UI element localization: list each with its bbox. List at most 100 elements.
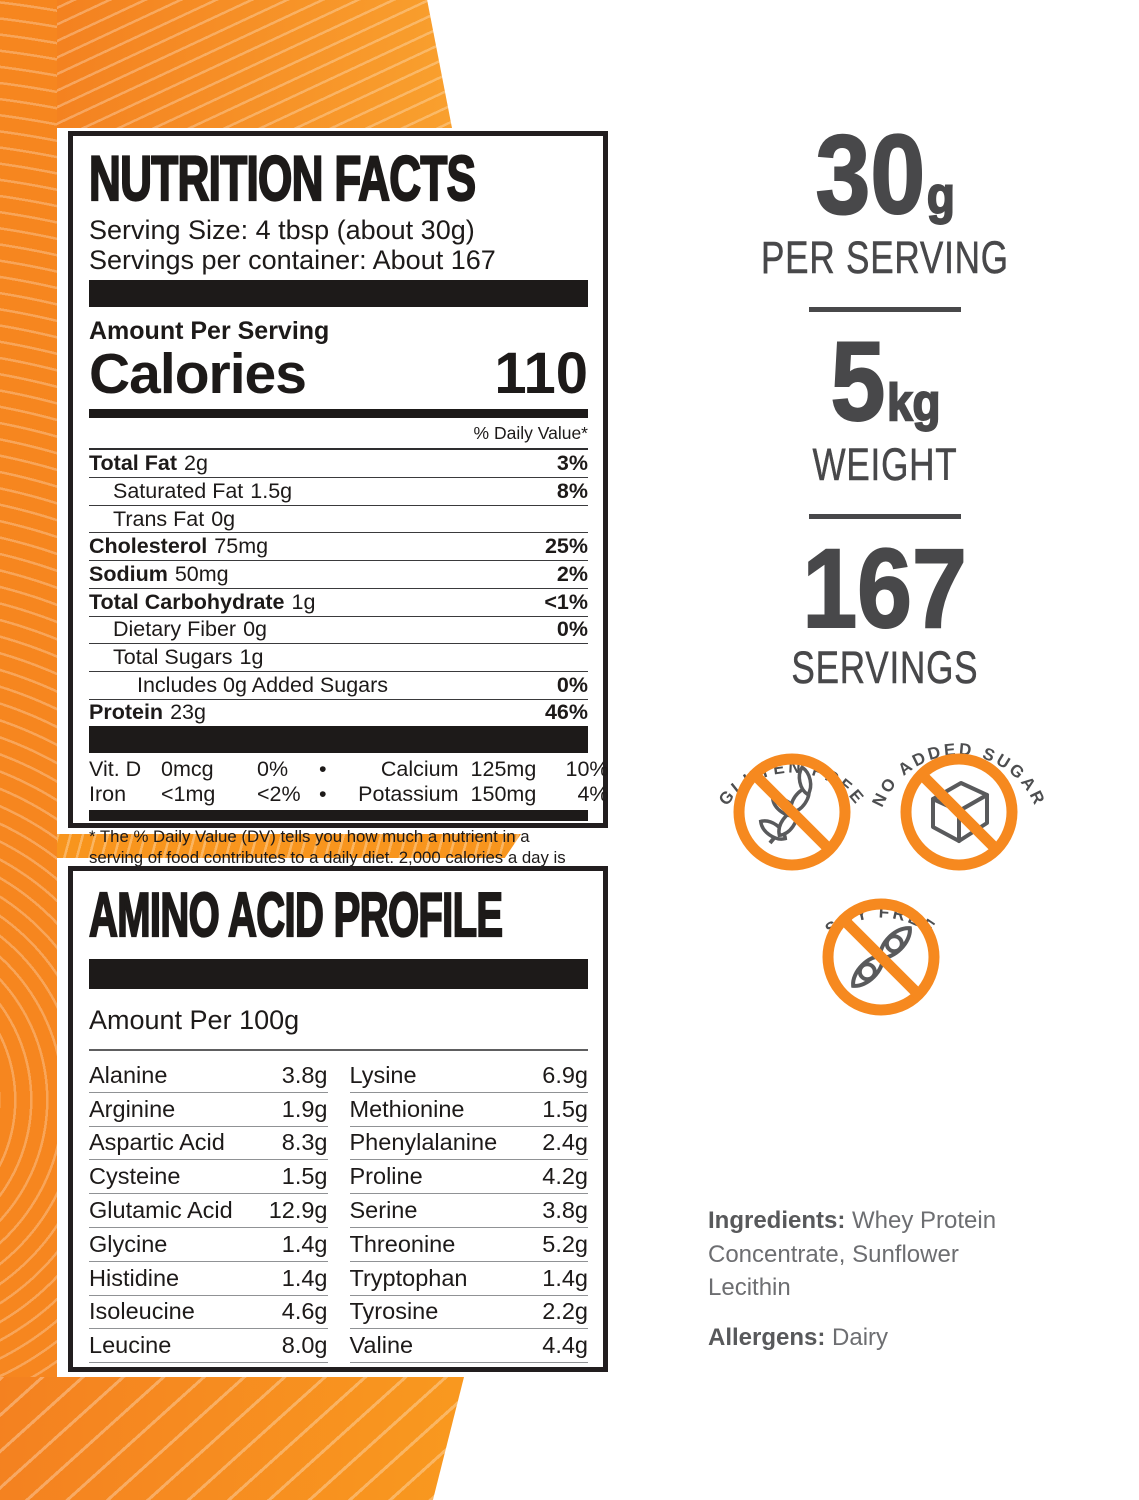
orange-left-strip [0, 0, 57, 1500]
prohibition-slash [839, 915, 923, 999]
micro-dv: 10% [565, 757, 609, 782]
micro-dv: <2% [257, 782, 301, 807]
amino-name: Lysine [349, 1061, 417, 1088]
amino-row: Tyrosine 2.2g [349, 1296, 588, 1330]
nutrient-dv: 0% [556, 672, 588, 697]
ingredients-text: Whey Protein Concentrate, Sunflower Leci… [708, 1207, 997, 1302]
nutrient-amount: 50mg [174, 561, 229, 586]
prohibition-ring [900, 753, 1018, 871]
nutrient-name: Cholesterol [89, 534, 208, 559]
nutrient-dv: 25% [544, 534, 588, 559]
amino-value: 4.6g [281, 1298, 328, 1325]
amino-row: Alanine 3.8g [89, 1059, 328, 1093]
amino-row: Phenylalanine 2.4g [349, 1127, 588, 1161]
stat-divider [809, 307, 961, 312]
amino-row: Glutamic Acid 12.9g [89, 1194, 328, 1228]
amino-name: Leucine [89, 1332, 172, 1359]
amino-row: Methionine 1.5g [349, 1093, 588, 1127]
amino-value: 3.8g [281, 1061, 328, 1088]
bullet-separator: • [319, 757, 327, 782]
nutrient-dv: 46% [544, 700, 588, 725]
amino-row: Aspartic Acid 8.3g [89, 1127, 328, 1161]
divider-bar [89, 409, 588, 419]
allergens-label: Allergens: [708, 1323, 826, 1351]
amino-acid-grid: Alanine 3.8g Arginine 1.9g Aspartic Acid 8.… [89, 1059, 588, 1364]
amino-row: Valine 4.4g [349, 1329, 588, 1364]
servings-per-container: Servings per container: About 167 [89, 244, 496, 275]
ingredients-label: Ingredients: [708, 1207, 846, 1234]
amino-name: Cysteine [89, 1163, 181, 1190]
micronutrient-row: Vit. D 0mcg 0% • Calcium 125mg 10% [89, 757, 609, 782]
amino-value: 4.4g [542, 1332, 588, 1359]
amino-name: Glutamic Acid [89, 1197, 233, 1224]
horizontal-rule [89, 1049, 588, 1051]
daily-value-header: % Daily Value* [89, 418, 588, 451]
allergens-line: Allergens: Dairy [708, 1321, 1042, 1355]
nutrient-name: Protein [89, 700, 164, 725]
amino-row: Histidine 1.4g [89, 1262, 328, 1296]
micro-name: Iron [89, 782, 127, 807]
amino-value: 3.8g [542, 1197, 588, 1224]
amino-name: Tyrosine [349, 1298, 439, 1325]
stat-label: WEIGHT [812, 439, 958, 490]
micro-amount: 150mg [470, 782, 537, 807]
amino-name: Threonine [349, 1230, 456, 1257]
stat-value: 30 g [814, 117, 955, 231]
micro-name: Potassium [358, 782, 459, 807]
nutrient-amount: 23g [170, 700, 206, 725]
amino-name: Tryptophan [349, 1264, 468, 1291]
amino-row: Proline 4.2g [349, 1160, 588, 1195]
nutrient-row-protein: Protein 23g 46% [89, 700, 588, 727]
amino-row: Leucine 8.0g [89, 1329, 328, 1364]
amino-value: 1.5g [542, 1095, 588, 1122]
prohibition-slash [750, 770, 834, 854]
amino-row: Isoleucine 4.6g [89, 1296, 328, 1330]
nutrient-name: Total Sugars [113, 645, 233, 670]
nutrient-dv: 8% [556, 478, 588, 503]
amino-row: Glycine 1.4g [89, 1228, 328, 1262]
nutrient-name: Saturated Fat [113, 478, 244, 503]
product-stats: 30 g PER SERVING 5 kg WEIGHT 167 SERVINGS [703, 117, 1067, 694]
micro-name: Calcium [380, 757, 459, 782]
stat-label: SERVINGS [791, 642, 979, 694]
orange-top-band [0, 0, 452, 128]
amino-column-right: Lysine 6.9g Methionine 1.5g Phenylalanine 2… [349, 1059, 588, 1364]
micronutrients: Vit. D 0mcg 0% • Calcium 125mg 10% Iron … [89, 757, 609, 807]
nutrient-row-trans-fat: Trans Fat 0g [89, 506, 588, 534]
calories-label: Calories [89, 342, 307, 407]
amino-column-left: Alanine 3.8g Arginine 1.9g Aspartic Acid 8.… [89, 1059, 328, 1364]
amino-value: 1.4g [542, 1264, 588, 1291]
amino-row: Cysteine 1.5g [89, 1160, 328, 1195]
divider-bar [89, 959, 588, 989]
stat-value: 5 kg [829, 324, 941, 438]
amino-name: Glycine [89, 1230, 168, 1257]
nutrient-name: Total Fat [89, 451, 177, 476]
nutrient-row-added-sugars: Includes 0g Added Sugars 0% [89, 672, 588, 700]
ingredients-line: Ingredients: Whey Protein Concentrate, S… [708, 1204, 1042, 1305]
nutrient-row-cholesterol: Cholesterol 75mg 25% [89, 533, 588, 562]
amino-name: Proline [349, 1163, 423, 1190]
nutrient-name: Sodium [89, 561, 168, 586]
amino-value: 6.9g [542, 1061, 588, 1088]
stat-number: 167 [801, 526, 967, 651]
nutrient-dv: 3% [556, 451, 588, 476]
amino-value: 4.2g [542, 1163, 588, 1190]
stat-servings: 167 SERVINGS [765, 526, 1005, 694]
nutrient-row-saturated-fat: Saturated Fat 1.5g 8% [89, 478, 588, 506]
amino-name: Arginine [89, 1095, 176, 1122]
amino-value: 2.2g [542, 1298, 588, 1325]
micro-amount: 0mcg [161, 757, 214, 782]
amount-per-serving-label: Amount Per Serving [89, 317, 330, 346]
orange-bottom-band [0, 1377, 464, 1500]
amino-name: Aspartic Acid [89, 1129, 225, 1156]
amino-name: Methionine [349, 1095, 465, 1122]
amino-value: 1.4g [281, 1230, 328, 1257]
nutrient-amount: 1.5g [250, 478, 293, 503]
amino-value: 8.0g [281, 1332, 328, 1359]
stat-weight: 5 kg WEIGHT [792, 324, 978, 490]
bullet-separator: • [319, 782, 327, 807]
divider-bar [89, 810, 588, 822]
stat-unit: kg [886, 373, 941, 433]
amino-name: Histidine [89, 1264, 180, 1291]
